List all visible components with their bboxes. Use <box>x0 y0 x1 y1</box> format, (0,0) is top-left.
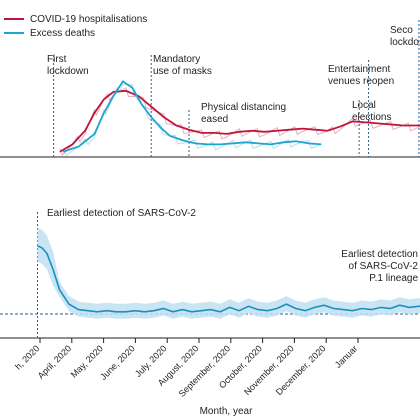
detection-annotation: Earliest detection of SARS-CoV-2 <box>47 208 196 219</box>
event-annotation: eased <box>201 114 228 125</box>
event-annotation: elections <box>352 112 391 123</box>
event-annotation: lockdown <box>47 66 89 77</box>
x-tick-label: Januar <box>333 343 360 370</box>
event-annotation: Physical distancing <box>201 102 286 113</box>
bottom-chart-panel: Earliest detection of SARS-CoV-2 Earliest… <box>0 208 420 339</box>
event-annotation: venues reopen <box>328 76 394 87</box>
detection-annotation: Earliest detection <box>341 249 418 260</box>
x-axis-title: Month, year <box>200 406 253 417</box>
confidence-band <box>37 227 420 319</box>
x-tick-label: April, 2020 <box>36 343 73 380</box>
series-line-detection <box>37 245 420 313</box>
legend-label: Excess deaths <box>30 28 95 39</box>
event-annotation: Seco <box>390 25 413 36</box>
series-noise-excess-deaths <box>62 83 319 157</box>
detection-annotation: P.1 lineage <box>369 273 418 284</box>
event-annotation: lockdo <box>390 37 419 48</box>
legend: COVID-19 hospitalisations Excess deaths <box>4 14 147 39</box>
series-line-excess-deaths <box>62 80 322 153</box>
event-annotation: Local <box>352 100 376 111</box>
series-line-hospitalisations <box>59 89 420 153</box>
legend-label: COVID-19 hospitalisations <box>30 14 147 25</box>
x-tick-label: June, 2020 <box>98 343 137 382</box>
event-annotation: use of masks <box>153 66 212 77</box>
event-annotation: Mandatory <box>153 54 200 65</box>
detection-annotation: of SARS-CoV-2 <box>349 261 419 272</box>
x-tick-label: h, 2020 <box>13 343 41 371</box>
event-annotation: First <box>47 54 67 65</box>
event-annotation: Entertainment <box>328 64 390 75</box>
